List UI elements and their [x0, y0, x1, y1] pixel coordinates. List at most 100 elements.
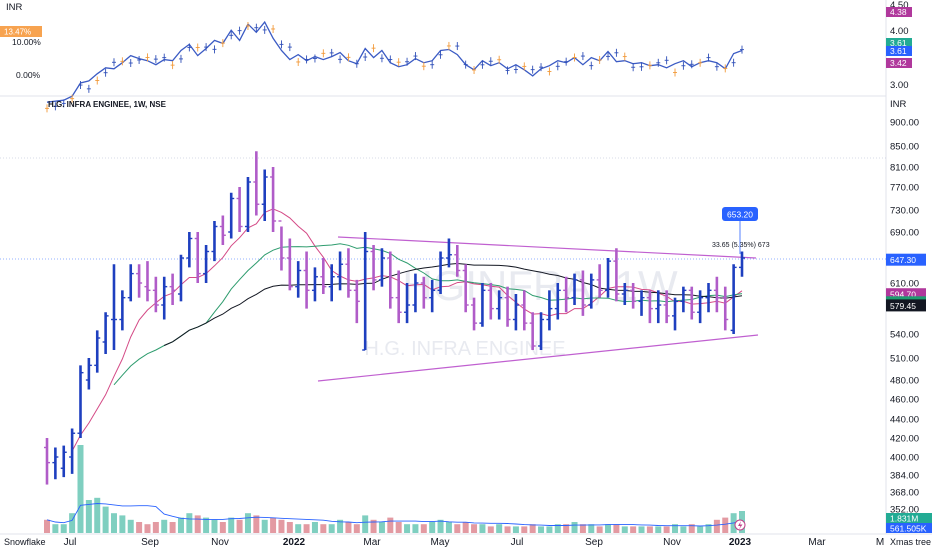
volume-bar — [404, 524, 411, 533]
ohlc-bar — [404, 283, 411, 324]
compare-left-tick: 0.00% — [16, 70, 41, 80]
price-tick: 460.00 — [890, 395, 919, 406]
ohlc-bar — [454, 245, 461, 277]
price-tick: 770.00 — [890, 183, 919, 194]
ohlc-bar — [471, 297, 478, 331]
volume-bar — [169, 522, 176, 533]
ohlc-bar — [680, 286, 687, 313]
ohlc-bar — [320, 258, 327, 294]
volume-bar — [270, 517, 277, 533]
watermark: HGINFRA, 1W — [402, 262, 678, 309]
time-tick: M — [876, 537, 884, 548]
volume-bar — [688, 524, 695, 533]
volume-bar — [320, 524, 327, 533]
ohlc-bar — [588, 273, 595, 309]
ohlc-bar — [655, 290, 662, 324]
ohlc-bar — [110, 264, 117, 350]
chart-title: H.G. INFRA ENGINEE, 1W, NSE — [48, 100, 167, 109]
volume-bar — [177, 517, 184, 533]
volume-bars — [44, 445, 745, 533]
ohlc-bar — [144, 261, 151, 302]
volume-bar — [69, 513, 76, 533]
volume-bar — [429, 522, 436, 533]
compare-tick: 4.00 — [890, 26, 909, 37]
volume-bar — [638, 526, 645, 533]
volume-bar — [52, 524, 59, 533]
volume-bar — [538, 526, 545, 533]
volume-bar — [311, 522, 318, 533]
volume-bar — [253, 515, 260, 533]
volume-bar — [437, 519, 444, 533]
time-tick: May — [431, 537, 450, 548]
volume-bar — [186, 513, 193, 533]
volume-bar — [395, 522, 402, 533]
price-axis[interactable]: 900.00850.00810.00770.00730.00690.00650.… — [890, 118, 919, 516]
time-tick: Nov — [663, 537, 681, 548]
compare-tag: 13.47% — [4, 28, 31, 37]
ohlc-bar — [186, 232, 193, 268]
price-tick: 730.00 — [890, 206, 919, 217]
ohlc-bar — [85, 358, 92, 390]
ohlc-bar — [571, 273, 578, 305]
volume-bar — [462, 522, 469, 533]
ohlc-bar — [278, 220, 285, 271]
ohlc-bar — [613, 248, 620, 302]
ohlc-bar — [236, 187, 243, 232]
ohlc-bar — [713, 276, 720, 313]
volume-bar — [496, 524, 503, 533]
volume-bar — [136, 522, 143, 533]
ohlc-bar — [395, 270, 402, 324]
volume-bar — [102, 506, 109, 533]
ohlc-bar — [512, 294, 519, 331]
ohlc-bar — [605, 258, 612, 298]
ohlc-bar — [337, 251, 344, 291]
ohlc-bar — [52, 447, 59, 480]
time-tick: Mar — [363, 537, 381, 548]
ohlc-bar — [311, 267, 318, 302]
ohlc-bar — [621, 283, 628, 305]
volume-bar — [362, 515, 369, 533]
volume-label: 1.831M — [890, 514, 918, 524]
volume-bar — [337, 519, 344, 533]
compare-tick: 4.50 — [890, 0, 909, 11]
ohlc-series — [44, 151, 745, 485]
volume-bar — [378, 522, 385, 533]
ohlc-bar — [630, 283, 637, 309]
compare-tick: 3.00 — [890, 80, 909, 91]
volume-bar — [621, 526, 628, 533]
triangle-pattern[interactable] — [317, 236, 759, 382]
lightning-icon[interactable] — [734, 519, 746, 531]
price-tick: 540.00 — [890, 330, 919, 341]
volume-bar — [228, 517, 235, 533]
ohlc-bar — [270, 167, 277, 232]
time-axis[interactable]: Jul Sep Nov 2022 Mar May Jul Sep Nov 2023 Mar M — [64, 537, 885, 548]
volume-bar — [295, 524, 302, 533]
annotation-badge[interactable] — [722, 207, 758, 221]
price-tick: 368.00 — [890, 488, 919, 499]
volume-bar — [77, 445, 84, 533]
compare-currency: INR — [6, 2, 23, 13]
price-tick: 510.00 — [890, 354, 919, 365]
trendline-upper[interactable] — [337, 236, 757, 259]
volume-bar — [44, 519, 50, 533]
ma-mid — [113, 243, 743, 386]
ohlc-bar — [77, 365, 84, 438]
ohlc-bar — [177, 254, 184, 302]
ohlc-bar — [437, 251, 444, 294]
price-tick: 420.00 — [890, 434, 919, 445]
ohlc-bar — [345, 248, 352, 298]
ohlc-bar — [730, 264, 737, 334]
trendline-lower[interactable] — [317, 334, 759, 382]
ohlc-bar — [412, 273, 419, 313]
volume-label-bg — [886, 513, 932, 523]
compare-price-axis: 4.50 4.00 3.00 4.38 3.613.61 3.42 — [886, 0, 912, 91]
ohlc-bar — [244, 177, 251, 232]
volume-bar — [328, 524, 335, 533]
price-tick: 352.00 — [890, 505, 919, 516]
ohlc-bar — [705, 283, 712, 313]
ohlc-bar — [219, 215, 226, 245]
time-tick: Jul — [64, 537, 77, 548]
price-tick: 400.00 — [890, 453, 919, 464]
ohlc-bar — [161, 276, 168, 320]
